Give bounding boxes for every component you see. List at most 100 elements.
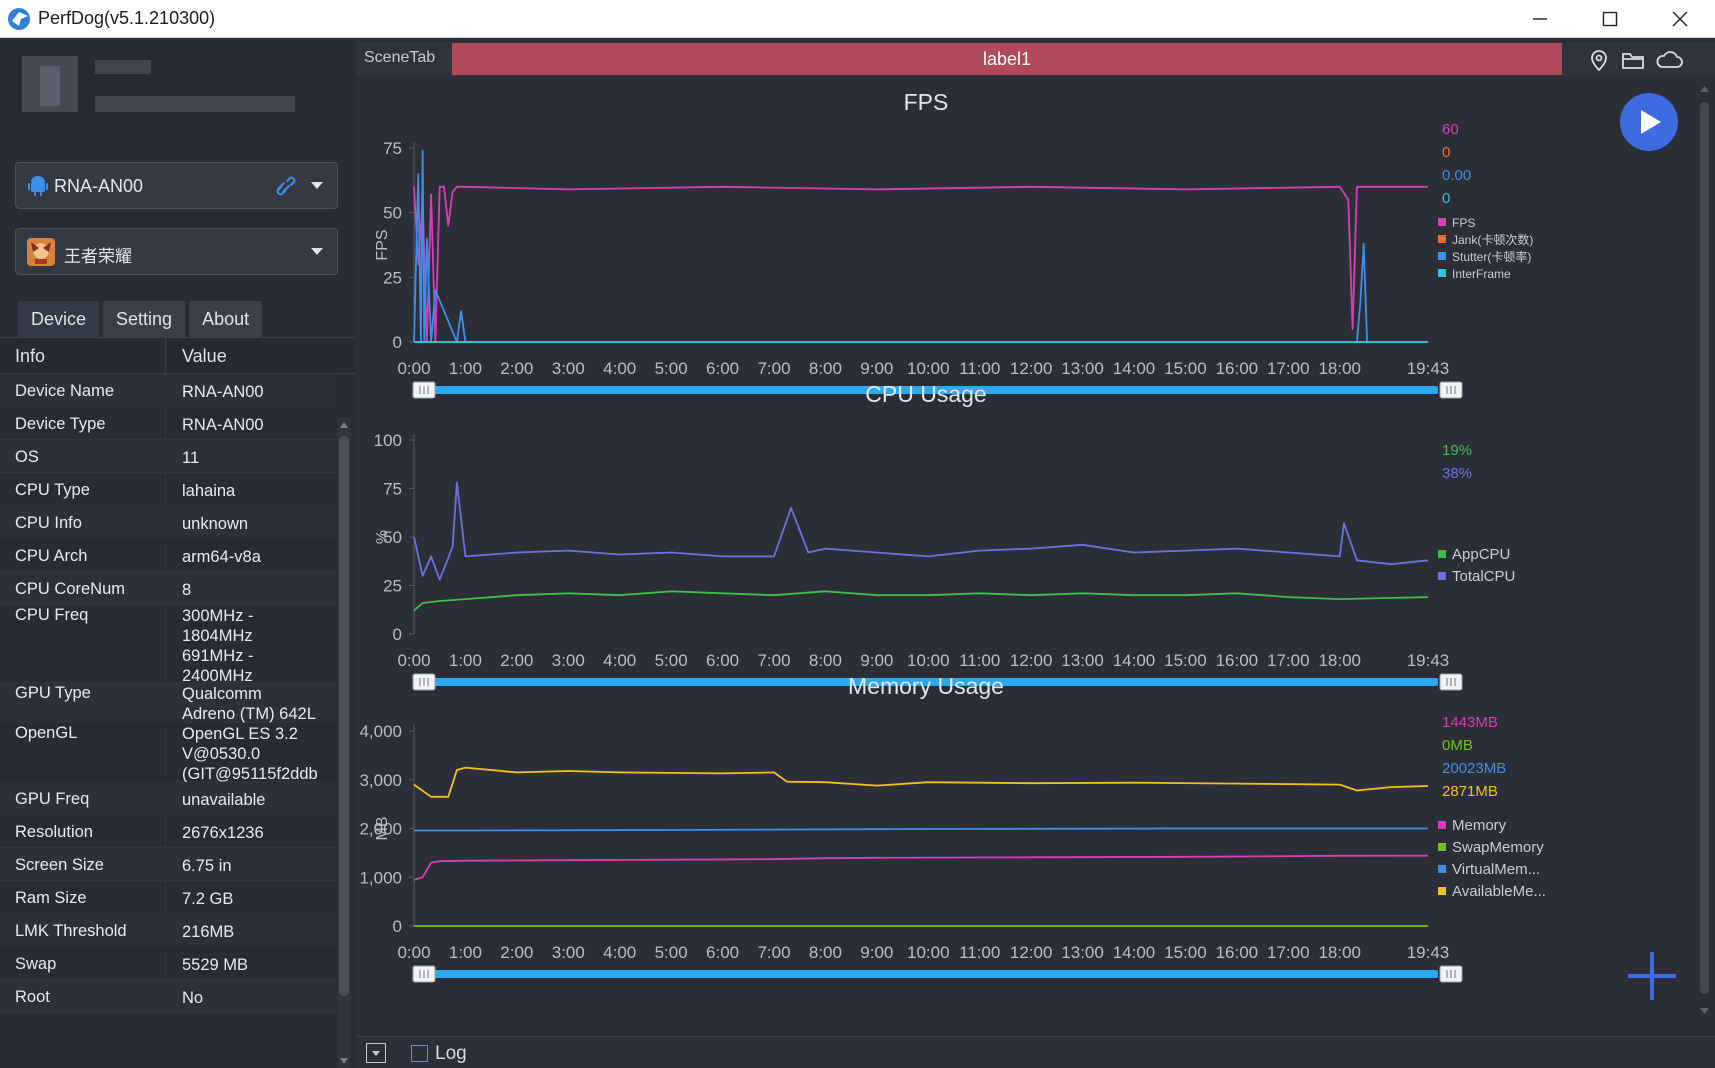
info-value: 6.75 in (182, 857, 232, 875)
x-tick-label: 12:00 (1010, 651, 1053, 670)
scroll-down-icon[interactable] (339, 1056, 349, 1066)
location-icon[interactable] (1586, 48, 1612, 72)
legend-entry[interactable]: AvailableMe... (1452, 883, 1546, 900)
app-selector[interactable]: 王者荣耀 (15, 228, 338, 275)
table-row[interactable]: CPU CoreNum 8 (0, 572, 336, 605)
table-row[interactable]: Resolution 2676x1236 (0, 815, 336, 848)
x-tick-label: 2:00 (500, 359, 533, 378)
maximize-button[interactable] (1578, 0, 1642, 38)
current-value: 0 (1442, 144, 1450, 161)
x-tick-label: 6:00 (706, 943, 739, 962)
log-label: Log (435, 1043, 467, 1064)
x-tick-label: 10:00 (907, 651, 950, 670)
table-row[interactable]: Ram Size 7.2 GB (0, 881, 336, 914)
scroll-up-icon[interactable] (1699, 84, 1710, 94)
main-vertical-scrollbar[interactable] (1694, 76, 1715, 1026)
time-range-slider[interactable] (426, 970, 1438, 978)
legend-entry[interactable]: Jank(卡顿次数) (1452, 232, 1533, 247)
scrollbar-thumb[interactable] (339, 436, 349, 996)
scene-label-bar[interactable]: label1 (452, 43, 1562, 75)
x-tick-label: 12:00 (1010, 943, 1053, 962)
time-range-slider[interactable] (426, 678, 1438, 686)
y-tick-label: 75 (383, 139, 402, 158)
scroll-down-icon[interactable] (1699, 1006, 1710, 1016)
tab-device[interactable]: Device (18, 301, 100, 337)
table-vertical-scrollbar[interactable] (337, 418, 351, 1068)
table-row[interactable]: Screen Size 6.75 in (0, 848, 336, 881)
legend-entry[interactable]: FPS (1452, 216, 1475, 230)
table-row[interactable]: OS 11 (0, 440, 336, 473)
y-tick-label: 0 (393, 333, 402, 352)
table-row[interactable]: CPU Info unknown (0, 506, 336, 539)
time-range-slider[interactable] (426, 386, 1438, 394)
scrollbar-thumb[interactable] (1700, 102, 1709, 994)
folder-icon[interactable] (1620, 48, 1646, 72)
x-tick-label: 17:00 (1267, 943, 1310, 962)
scene-tab[interactable]: SceneTab (364, 49, 436, 66)
table-row[interactable]: LMK Threshold 216MB (0, 914, 336, 947)
collapse-panel-button[interactable] (366, 1043, 386, 1063)
perfdog-logo-icon (8, 8, 30, 30)
close-icon (1672, 11, 1688, 27)
window-title: PerfDog(v5.1.210300) (38, 8, 216, 28)
add-chart-button[interactable] (1624, 948, 1680, 1004)
x-tick-label: 14:00 (1113, 943, 1156, 962)
info-key: CPU Info (15, 514, 82, 532)
table-row[interactable]: Device Type RNA-AN00 (0, 407, 336, 440)
legend-entry[interactable]: AppCPU (1452, 546, 1510, 563)
log-checkbox[interactable] (411, 1045, 428, 1062)
x-tick-label: 10:00 (907, 359, 950, 378)
close-button[interactable] (1648, 0, 1712, 38)
x-tick-label: 2:00 (500, 651, 533, 670)
info-key: CPU CoreNum (15, 580, 126, 598)
x-tick-label: 9:00 (860, 359, 893, 378)
table-row[interactable]: OpenGL OpenGL ES 3.2 V@0530.0 (GIT@95115f… (0, 723, 336, 783)
device-info-table: Info Value Device Name RNA-AN00 Device Typ… (0, 338, 355, 1028)
minimize-button[interactable] (1508, 0, 1572, 38)
info-key: Resolution (15, 823, 93, 841)
info-value: unavailable (182, 791, 266, 809)
series-line-stutter (413, 149, 1428, 343)
x-tick-label: 5:00 (655, 359, 688, 378)
scroll-up-icon[interactable] (339, 420, 349, 430)
table-row[interactable]: CPU Arch arm64-v8a (0, 539, 336, 572)
legend-entry[interactable]: InterFrame (1452, 267, 1511, 281)
scene-bar: SceneTab label1 (356, 42, 1715, 76)
legend-entry[interactable]: Memory (1452, 817, 1507, 834)
table-row[interactable]: Device Name RNA-AN00 (0, 374, 336, 407)
tab-setting[interactable]: Setting (103, 301, 186, 337)
table-row[interactable]: CPU Freq 300MHz - 1804MHz 691MHz - 2400MH… (0, 605, 336, 685)
chevron-down-icon (311, 182, 323, 189)
y-tick-label: 25 (383, 268, 402, 287)
legend-entry[interactable]: TotalCPU (1452, 568, 1515, 585)
table-row[interactable]: Swap 5529 MB (0, 947, 336, 980)
info-key: LMK Threshold (15, 922, 127, 940)
legend-entry[interactable]: SwapMemory (1452, 839, 1544, 856)
table-row[interactable]: GPU Freq unavailable (0, 782, 336, 815)
play-button[interactable] (1620, 93, 1678, 151)
legend-entry[interactable]: Stutter(卡顿率) (1452, 249, 1531, 264)
info-value: 7.2 GB (182, 890, 234, 908)
info-value: RNA-AN00 (182, 416, 264, 434)
x-tick-label: 18:00 (1318, 943, 1361, 962)
table-row[interactable]: Root No (0, 980, 336, 1013)
cloud-icon[interactable] (1654, 48, 1684, 72)
table-row[interactable]: GPU Type Qualcomm Adreno (TM) 642L (0, 683, 336, 723)
info-value: RNA-AN00 (182, 383, 264, 401)
x-tick-label: 5:00 (655, 651, 688, 670)
table-row[interactable]: CPU Type lahaina (0, 473, 336, 506)
legend-swatch (1438, 269, 1446, 277)
info-key: OpenGL (15, 724, 78, 742)
legend-swatch (1438, 887, 1446, 895)
x-tick-label: 18:00 (1318, 359, 1361, 378)
x-tick-label: 12:00 (1010, 359, 1053, 378)
y-tick-label: 0 (393, 625, 402, 644)
device-selector[interactable]: RNA-AN00 (15, 162, 338, 209)
current-value: 0MB (1442, 737, 1473, 754)
link-icon[interactable] (274, 175, 298, 197)
legend-entry[interactable]: VirtualMem... (1452, 861, 1540, 878)
tab-about[interactable]: About (189, 301, 263, 337)
info-value: 300MHz - 1804MHz 691MHz - 2400MHz (182, 607, 254, 685)
info-value: lahaina (182, 482, 236, 500)
